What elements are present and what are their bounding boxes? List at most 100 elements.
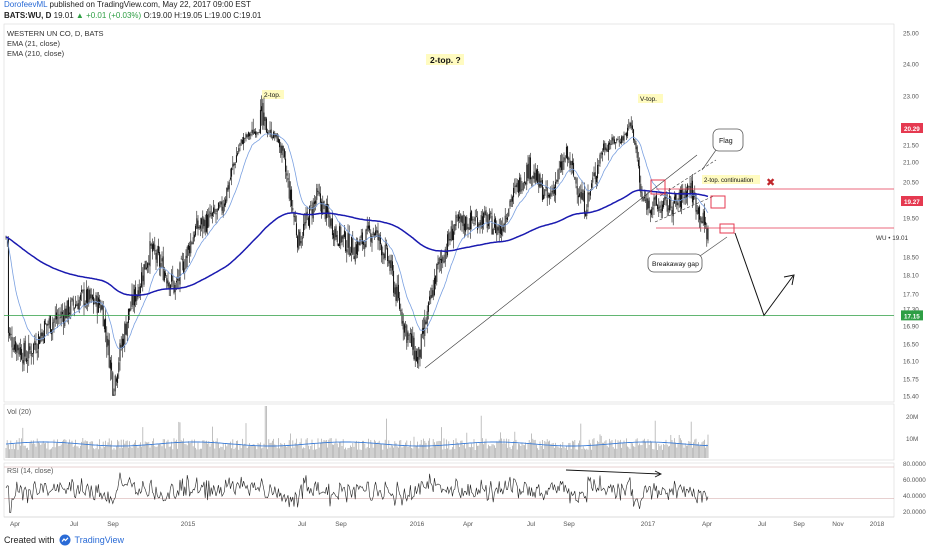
candle-body <box>564 158 566 160</box>
candle-body <box>150 243 152 246</box>
candle-body <box>351 236 353 253</box>
candle-body <box>202 216 204 229</box>
candle-body <box>480 215 482 228</box>
candle-body <box>89 289 91 300</box>
candle-body <box>35 342 37 351</box>
candle-body <box>258 132 260 134</box>
candle-body <box>235 155 237 163</box>
candle-body <box>132 294 134 305</box>
price-tick-label: 18.10 <box>903 273 919 280</box>
candle-body <box>93 296 95 305</box>
candle-body <box>133 289 135 306</box>
price-tick-label: 17.70 <box>903 292 919 299</box>
legend-ema-fast: EMA (21, close) <box>7 39 60 48</box>
candle-body <box>51 329 53 335</box>
candle-body <box>185 255 187 268</box>
candle-body <box>259 109 261 134</box>
candle-body <box>81 289 83 292</box>
ema-slow-line <box>6 189 709 296</box>
candle-body <box>581 189 583 200</box>
candle-body <box>636 146 638 158</box>
candle-body <box>303 223 305 236</box>
candle-body <box>523 181 525 183</box>
flag-callout[interactable] <box>712 128 744 152</box>
candle-body <box>175 280 177 283</box>
gap-callout[interactable] <box>647 253 703 273</box>
candle-body <box>700 217 702 223</box>
candle-body <box>135 287 137 302</box>
price-tick-label: 15.75 <box>903 377 919 384</box>
candle-body <box>337 243 339 247</box>
candle-body <box>221 201 223 211</box>
candle-body <box>23 343 25 365</box>
candle-body <box>192 237 194 245</box>
candle-body <box>641 192 643 199</box>
candle-body <box>508 208 510 217</box>
candle-body <box>431 287 433 298</box>
candle-body <box>589 190 591 196</box>
candle-body <box>222 206 224 214</box>
candle-body <box>703 211 705 225</box>
candle-body <box>46 323 48 326</box>
candle-body <box>619 141 621 143</box>
candle-body <box>681 189 683 209</box>
rsi-tick-label: 60.0000 <box>903 477 926 484</box>
candle-body <box>90 294 92 299</box>
candle-body <box>151 244 153 252</box>
candle-body <box>593 172 595 177</box>
candle-body <box>427 302 429 312</box>
candle-body <box>324 204 326 220</box>
candle-body <box>358 242 360 246</box>
candle-body <box>655 195 657 206</box>
time-tick-label: Apr <box>463 521 474 528</box>
candle-body <box>144 260 146 270</box>
candle-body <box>125 323 127 335</box>
time-tick-label: Sep <box>793 521 805 528</box>
vol-label: Vol (20) <box>7 409 31 416</box>
candle-body <box>312 202 314 219</box>
candle-body <box>611 137 613 145</box>
candle-body <box>429 296 431 301</box>
candle-body <box>491 215 493 235</box>
candle-body <box>383 253 385 260</box>
candle-body <box>41 332 43 336</box>
drawings-layer <box>4 154 894 369</box>
candle-body <box>54 315 56 320</box>
time-tick-label: Jul <box>298 521 307 528</box>
candle-body <box>514 186 516 187</box>
candle-body <box>322 202 324 215</box>
flag-pointer <box>701 149 717 171</box>
candle-body <box>534 172 536 183</box>
candle-body <box>169 284 171 290</box>
candle-body <box>660 208 662 213</box>
candle-body <box>292 208 294 211</box>
volume-ma-line <box>5 441 709 447</box>
candle-body <box>663 200 665 208</box>
candle-body <box>443 261 445 263</box>
price-axis: 25.0024.0023.0022.5021.5021.0020.5019.50… <box>876 31 923 401</box>
highlight-box <box>710 195 726 209</box>
footer-brand[interactable]: TradingView <box>74 535 125 545</box>
candle-body <box>237 153 239 155</box>
candle-body <box>528 157 530 180</box>
candle-body <box>70 300 72 315</box>
candle-body <box>653 197 655 207</box>
candle-body <box>127 308 129 323</box>
candle-body <box>40 332 42 342</box>
candle-body <box>466 217 468 230</box>
rsi-layer: 80.0000 60.0000 40.0000 20.0000 <box>4 461 926 516</box>
candle-body <box>702 212 704 223</box>
candle-body <box>233 162 235 166</box>
candle-body <box>479 222 481 225</box>
price-tick-label: 19.50 <box>903 216 919 223</box>
annotation-v-top: V-top. <box>640 96 657 103</box>
candle-body <box>497 227 499 231</box>
candle-body <box>117 374 119 383</box>
candle-body <box>453 231 455 240</box>
author-link[interactable]: DorofeevML <box>4 0 48 9</box>
candle-body <box>173 281 175 294</box>
candle-body <box>183 261 185 273</box>
candle-body <box>234 163 236 165</box>
candle-body <box>435 275 437 284</box>
